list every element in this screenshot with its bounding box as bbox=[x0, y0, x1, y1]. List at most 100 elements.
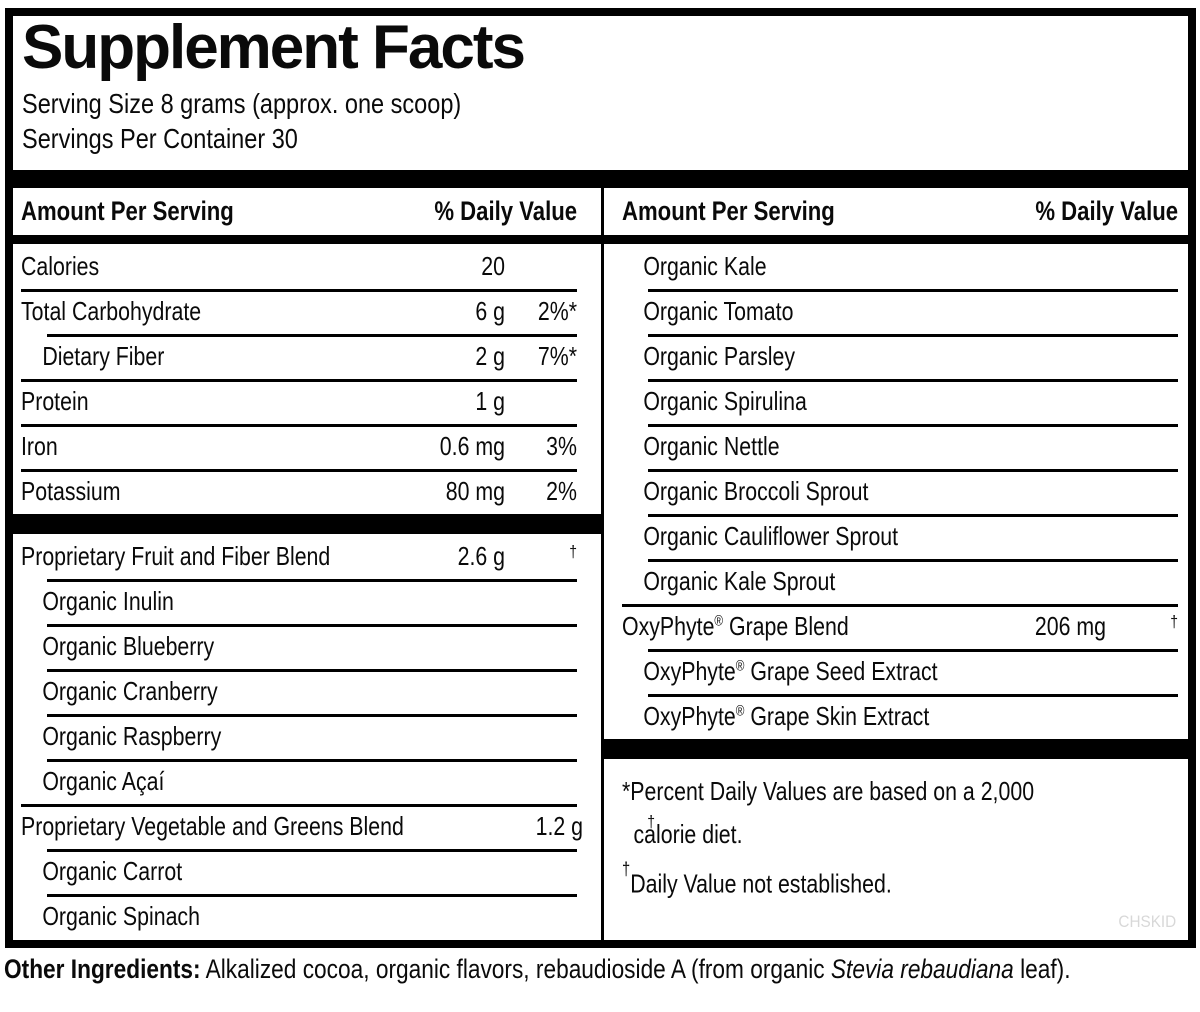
section-divider-bar bbox=[604, 739, 1188, 759]
amount-per-serving-header: Amount Per Serving bbox=[622, 196, 835, 226]
ingredient-name: Potassium bbox=[21, 476, 121, 506]
fact-row: Organic Nettle bbox=[604, 424, 1188, 469]
fact-row: Organic Carrot bbox=[13, 849, 601, 894]
fact-row: Organic Açaí bbox=[13, 759, 601, 804]
ingredient-name: Calories bbox=[21, 251, 100, 281]
fact-row: Organic Kale Sprout bbox=[604, 559, 1188, 604]
fact-row: Dietary Fiber 2 g 7%* bbox=[13, 334, 601, 379]
ingredient-name: Organic Tomato bbox=[643, 296, 794, 326]
other-ingredients-text-end: leaf). bbox=[1013, 954, 1071, 984]
fact-row: OxyPhyte® Grape Skin Extract bbox=[604, 694, 1188, 739]
watermark-text: CHSKID bbox=[1118, 912, 1176, 931]
fact-row: OxyPhyte® Grape Seed Extract bbox=[604, 649, 1188, 694]
ingredient-name: Organic Kale Sprout bbox=[643, 566, 836, 596]
ingredient-name: Organic Cauliflower Sprout bbox=[643, 521, 899, 551]
serving-size-line: Serving Size 8 grams (approx. one scoop) bbox=[22, 88, 462, 119]
daily-value-cell: 2% bbox=[546, 476, 577, 506]
ingredient-name: Organic Blueberry bbox=[42, 631, 215, 661]
other-ingredients-label: Other Ingredients: bbox=[4, 954, 201, 984]
daily-value-cell: 2%* bbox=[537, 296, 577, 326]
ingredient-name: OxyPhyte® Grape Blend bbox=[622, 611, 849, 641]
header-divider-bar bbox=[13, 235, 601, 244]
registered-mark-icon: ® bbox=[714, 613, 724, 630]
dagger-symbol: † bbox=[647, 812, 655, 831]
ingredient-name: Proprietary Fruit and Fiber Blend bbox=[21, 541, 331, 571]
ingredient-name: Organic Cranberry bbox=[42, 676, 218, 706]
ingredient-name: Organic Raspberry bbox=[42, 721, 222, 751]
fact-row: OxyPhyte® Grape Blend 206 mg † bbox=[604, 604, 1188, 649]
footnotes: *Percent Daily Values are based on a 2,0… bbox=[604, 759, 1188, 906]
ingredient-name: Organic Inulin bbox=[42, 586, 174, 616]
percent-daily-value-footnote: *Percent Daily Values are based on a 2,0… bbox=[622, 776, 1035, 849]
dagger-symbol: † bbox=[622, 859, 631, 879]
ingredient-name: Organic Nettle bbox=[643, 431, 780, 461]
ingredient-name: OxyPhyte® Grape Skin Extract bbox=[643, 701, 930, 731]
top-divider-bar bbox=[13, 170, 601, 188]
amount-value: 0.6 mg bbox=[439, 431, 505, 461]
fact-row: Organic Cranberry bbox=[13, 669, 601, 714]
dagger-symbol: † bbox=[1170, 612, 1178, 631]
daily-value-cell: 3% bbox=[546, 431, 577, 461]
fact-row: Organic Raspberry bbox=[13, 714, 601, 759]
fact-row: Organic Kale bbox=[604, 244, 1188, 289]
fact-row: Organic Parsley bbox=[604, 334, 1188, 379]
other-ingredients-text: Alkalized cocoa, organic flavors, rebaud… bbox=[200, 954, 831, 984]
ingredient-name: Total Carbohydrate bbox=[21, 296, 202, 326]
ingredient-name: Organic Açaí bbox=[42, 766, 165, 796]
ingredient-name: Organic Carrot bbox=[42, 856, 183, 886]
ingredient-name: Iron bbox=[21, 431, 58, 461]
registered-mark-icon: ® bbox=[735, 658, 745, 675]
amount-value: 2.6 g bbox=[457, 541, 505, 571]
amount-value: 6 g bbox=[475, 296, 505, 326]
header-divider-bar bbox=[604, 235, 1188, 244]
section-divider-bar bbox=[13, 514, 601, 534]
fact-row: Organic Broccoli Sprout bbox=[604, 469, 1188, 514]
fact-rows-left: Calories 20 Total Carbohydrate 6 g 2%* Dietar… bbox=[13, 244, 655, 939]
fact-row: Proprietary Fruit and Fiber Blend 2.6 g † bbox=[13, 534, 601, 579]
column-header-left: Amount Per Serving % Daily Value bbox=[13, 188, 601, 235]
fact-row: Iron 0.6 mg 3% bbox=[13, 424, 601, 469]
fact-row: Potassium 80 mg 2% bbox=[13, 469, 601, 514]
dagger-symbol: † bbox=[569, 542, 577, 561]
ingredient-name: Organic Spinach bbox=[42, 901, 200, 931]
amount-per-serving-header: Amount Per Serving bbox=[21, 196, 234, 226]
fact-row: Organic Inulin bbox=[13, 579, 601, 624]
fact-rows-right: Organic Kale Organic Tomato Organic Parsle… bbox=[604, 244, 1188, 759]
fact-row: Organic Tomato bbox=[604, 289, 1188, 334]
amount-value: 206 mg bbox=[1034, 611, 1106, 641]
fact-row: Protein 1 g bbox=[13, 379, 601, 424]
ingredient-name: Organic Parsley bbox=[643, 341, 795, 371]
fact-row: Proprietary Vegetable and Greens Blend 1.… bbox=[13, 804, 655, 849]
ingredient-name: Organic Spirulina bbox=[643, 386, 807, 416]
facts-column-right: Amount Per Serving % Daily Value Organic… bbox=[601, 170, 1188, 940]
supplement-facts-label: Supplement Facts Serving Size 8 grams (a… bbox=[5, 8, 1196, 948]
amount-value: 20 bbox=[481, 251, 505, 281]
registered-mark-icon: ® bbox=[735, 703, 745, 720]
other-ingredients-latin-name: Stevia rebaudiana bbox=[830, 954, 1014, 984]
ingredient-name: Organic Kale bbox=[643, 251, 767, 281]
daily-value-header: % Daily Value bbox=[1035, 196, 1178, 226]
fact-row: Calories 20 bbox=[13, 244, 601, 289]
top-divider-bar bbox=[604, 170, 1188, 188]
servings-per-container-line: Servings Per Container 30 bbox=[22, 123, 298, 154]
facts-table: Amount Per Serving % Daily Value Calorie… bbox=[13, 170, 1188, 940]
page-title: Supplement Facts bbox=[22, 13, 526, 82]
amount-value: 80 mg bbox=[445, 476, 505, 506]
ingredient-name: OxyPhyte® Grape Seed Extract bbox=[643, 656, 938, 686]
amount-value: 1.2 g bbox=[535, 811, 583, 841]
daily-value-header: % Daily Value bbox=[434, 196, 577, 226]
ingredient-name: Proprietary Vegetable and Greens Blend bbox=[21, 811, 404, 841]
amount-value: 2 g bbox=[475, 341, 505, 371]
daily-value-cell: † bbox=[1119, 611, 1178, 642]
daily-value-cell: † bbox=[596, 811, 655, 842]
dagger-footnote: †Daily Value not established. bbox=[622, 856, 1078, 906]
dagger-footnote-text: Daily Value not established. bbox=[630, 868, 892, 899]
ingredient-name: Organic Broccoli Sprout bbox=[643, 476, 869, 506]
daily-value-cell: † bbox=[518, 541, 577, 572]
amount-value: 1 g bbox=[475, 386, 505, 416]
daily-value-cell: 7%* bbox=[537, 341, 577, 371]
fact-row: Organic Spinach bbox=[13, 894, 601, 939]
ingredient-name: Protein bbox=[21, 386, 89, 416]
fact-row: Organic Cauliflower Sprout bbox=[604, 514, 1188, 559]
fact-row: Organic Blueberry bbox=[13, 624, 601, 669]
